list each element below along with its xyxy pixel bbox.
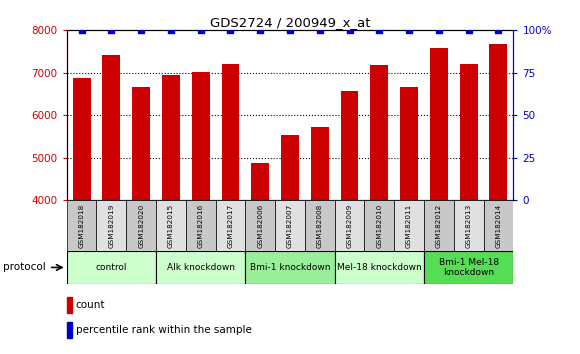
Text: GSM182020: GSM182020 <box>138 204 144 248</box>
Text: GDS2724 / 200949_x_at: GDS2724 / 200949_x_at <box>210 16 370 29</box>
Text: GSM182011: GSM182011 <box>406 204 412 248</box>
Bar <box>245 251 335 284</box>
Bar <box>490 44 508 354</box>
Text: GSM182007: GSM182007 <box>287 204 293 248</box>
Text: GSM182014: GSM182014 <box>495 204 502 248</box>
Point <box>285 27 295 33</box>
Text: GSM182018: GSM182018 <box>78 204 85 248</box>
Text: GSM182012: GSM182012 <box>436 204 442 248</box>
Bar <box>281 135 299 354</box>
Bar <box>340 91 358 354</box>
Text: GSM182015: GSM182015 <box>168 204 174 248</box>
Point <box>226 27 235 33</box>
Text: GSM182009: GSM182009 <box>346 204 353 248</box>
Text: GSM182008: GSM182008 <box>317 204 323 248</box>
Text: Alk knockdown: Alk knockdown <box>166 263 235 272</box>
Bar <box>275 200 305 251</box>
Point <box>464 27 473 33</box>
Bar <box>424 251 513 284</box>
Text: GSM182017: GSM182017 <box>227 204 234 248</box>
Bar <box>156 251 245 284</box>
Text: count: count <box>75 299 105 310</box>
Bar <box>126 200 156 251</box>
Bar <box>424 200 454 251</box>
Bar <box>394 200 424 251</box>
Text: control: control <box>96 263 127 272</box>
Text: Bmi-1 Mel-18
knockdown: Bmi-1 Mel-18 knockdown <box>438 258 499 277</box>
Point <box>256 27 265 33</box>
Bar <box>305 200 335 251</box>
Point <box>166 27 176 33</box>
Point <box>375 27 384 33</box>
Bar <box>67 322 71 338</box>
Point <box>196 27 205 33</box>
Point <box>345 27 354 33</box>
Bar <box>132 87 150 354</box>
Bar <box>67 297 71 313</box>
Bar <box>156 200 186 251</box>
Bar <box>72 78 90 354</box>
Bar <box>371 65 388 354</box>
Point <box>315 27 324 33</box>
Text: GSM182006: GSM182006 <box>257 204 263 248</box>
Text: percentile rank within the sample: percentile rank within the sample <box>75 325 251 335</box>
Bar <box>67 200 96 251</box>
Text: protocol: protocol <box>3 262 46 273</box>
Bar <box>364 200 394 251</box>
Bar <box>222 64 240 354</box>
Bar <box>251 162 269 354</box>
Text: Mel-18 knockdown: Mel-18 knockdown <box>337 263 422 272</box>
Point <box>136 27 146 33</box>
Point <box>404 27 414 33</box>
Bar <box>311 127 329 354</box>
Bar <box>430 48 448 354</box>
Point <box>77 27 86 33</box>
Bar <box>216 200 245 251</box>
Bar <box>335 200 364 251</box>
Bar <box>400 87 418 354</box>
Point <box>434 27 444 33</box>
Text: GSM182013: GSM182013 <box>466 204 472 248</box>
Text: GSM182019: GSM182019 <box>108 204 114 248</box>
Text: GSM182016: GSM182016 <box>198 204 204 248</box>
Bar <box>103 55 120 354</box>
Text: Bmi-1 knockdown: Bmi-1 knockdown <box>250 263 330 272</box>
Bar <box>335 251 424 284</box>
Point <box>107 27 116 33</box>
Bar <box>454 200 484 251</box>
Bar <box>245 200 275 251</box>
Text: GSM182010: GSM182010 <box>376 204 382 248</box>
Bar <box>460 64 477 354</box>
Bar <box>162 75 180 354</box>
Bar <box>192 72 209 354</box>
Bar <box>67 251 156 284</box>
Bar <box>186 200 216 251</box>
Bar <box>484 200 513 251</box>
Point <box>494 27 503 33</box>
Bar <box>96 200 126 251</box>
